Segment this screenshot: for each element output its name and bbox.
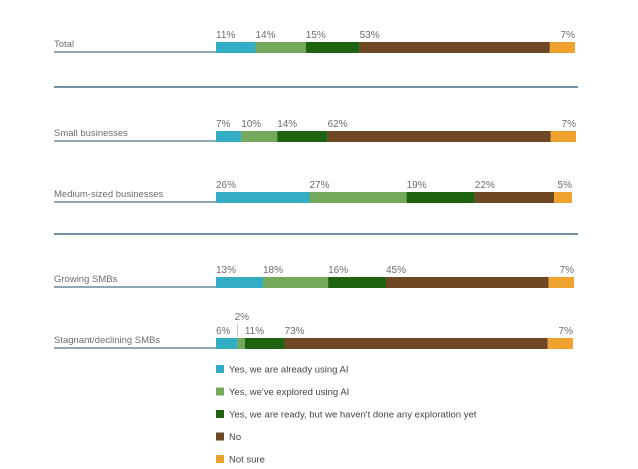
category-label: Growing SMBs <box>54 274 118 285</box>
data-label: 73% <box>285 326 305 337</box>
bar-segment-no <box>327 131 551 142</box>
bar-segment-yes-we-ve-explored-using-ai <box>309 192 407 203</box>
legend-swatch <box>216 410 224 418</box>
bar-segment-no <box>359 42 550 53</box>
data-label: 18% <box>263 265 283 276</box>
bar-segment-not-sure <box>548 277 574 288</box>
chart-rows: Total 11% 14% 15% 53% 7% Small businesses 7% 10%… <box>54 30 576 349</box>
legend-label: Yes, we are already using AI <box>229 365 349 376</box>
bar-segment-not-sure <box>550 131 576 142</box>
legend-label: Yes, we are ready, but we haven't done a… <box>229 410 477 421</box>
data-label: 27% <box>309 180 329 191</box>
legend-item-yes-we-are-already-using-ai: Yes, we are already using AI <box>216 365 349 376</box>
bar-segment-yes-we-are-already-using-ai <box>216 192 310 203</box>
legend-swatch <box>216 455 224 463</box>
data-label: 13% <box>216 265 236 276</box>
bar-segment-yes-we-are-already-using-ai <box>216 42 256 53</box>
data-label: 5% <box>558 180 573 191</box>
legend-label: No <box>229 432 241 443</box>
data-label: 7% <box>560 265 575 276</box>
data-label: 19% <box>407 180 427 191</box>
data-label: 16% <box>328 265 348 276</box>
data-label: 11% <box>216 30 235 41</box>
bar-segment-no <box>474 192 555 203</box>
data-label: 15% <box>306 30 326 41</box>
data-label: 45% <box>386 265 406 276</box>
data-label: 26% <box>216 180 236 191</box>
bar-segment-yes-we-ve-explored-using-ai <box>237 338 245 349</box>
data-label: 6% <box>216 326 231 337</box>
bar-segment-yes-we-are-ready-but-we-haven-t-done-any-exploration-yet <box>277 131 328 142</box>
legend-swatch <box>216 387 224 396</box>
bar-segment-yes-we-ve-explored-using-ai <box>255 42 306 53</box>
legend-label: Not sure <box>229 455 265 466</box>
data-label: 7% <box>216 119 231 130</box>
legend-item-no: No <box>216 432 241 443</box>
data-label: 11% <box>245 326 264 337</box>
data-label: 22% <box>475 180 495 191</box>
data-label: 14% <box>255 30 275 41</box>
row-small-businesses: Small businesses 7% 10% 14% 62% 7% <box>54 119 576 142</box>
bar-segment-no <box>385 277 549 288</box>
bar-segment-not-sure <box>554 192 572 203</box>
row-medium-sized-businesses: Medium-sized businesses 26% 27% 19% 22% 5% <box>54 180 572 203</box>
data-label: 7% <box>561 30 576 41</box>
data-label: 14% <box>277 119 297 130</box>
section-dividers <box>54 86 578 235</box>
legend-label: Yes, we've explored using AI <box>229 387 349 398</box>
bar-segment-yes-we-are-ready-but-we-haven-t-done-any-exploration-yet <box>244 338 285 349</box>
bar-segment-yes-we-are-ready-but-we-haven-t-done-any-exploration-yet <box>305 42 360 53</box>
row-growing-smbs: Growing SMBs 13% 18% 16% 45% 7% <box>54 265 574 288</box>
data-label: 62% <box>328 119 348 130</box>
bar-segment-yes-we-are-ready-but-we-haven-t-done-any-exploration-yet <box>406 192 475 203</box>
bar-segment-not-sure <box>547 338 573 349</box>
data-label: 10% <box>241 119 261 130</box>
category-label: Medium-sized businesses <box>54 189 164 200</box>
bar-segment-yes-we-are-already-using-ai <box>216 131 242 142</box>
bar-segment-no <box>284 338 548 349</box>
legend: Yes, we are already using AI Yes, we've e… <box>216 365 477 466</box>
bar-segment-not-sure <box>549 42 575 53</box>
row-stagnant-declining-smbs: Stagnant/declining SMBs 6% 2% 11% 73% 7% <box>54 312 573 349</box>
bar-segment-yes-we-are-ready-but-we-haven-t-done-any-exploration-yet <box>328 277 386 288</box>
data-label: 53% <box>360 30 380 41</box>
row-total: Total 11% 14% 15% 53% 7% <box>54 30 575 53</box>
data-label: 7% <box>562 119 577 130</box>
legend-swatch <box>216 432 224 441</box>
legend-swatch <box>216 365 224 373</box>
legend-item-not-sure: Not sure <box>216 455 265 466</box>
bar-segment-yes-we-are-already-using-ai <box>216 277 264 288</box>
bar-segment-yes-we-are-already-using-ai <box>216 338 238 349</box>
category-label: Total <box>54 39 74 50</box>
data-label: 7% <box>559 326 574 337</box>
category-label: Small businesses <box>54 128 128 139</box>
bar-segment-yes-we-ve-explored-using-ai <box>263 277 329 288</box>
legend-item-yes-we-are-ready-but-we-haven-t-done-any-exploration-yet: Yes, we are ready, but we haven't done a… <box>216 410 477 421</box>
category-label: Stagnant/declining SMBs <box>54 335 160 346</box>
bar-segment-yes-we-ve-explored-using-ai <box>241 131 278 142</box>
legend-item-yes-we-ve-explored-using-ai: Yes, we've explored using AI <box>216 387 349 398</box>
data-label: 2% <box>235 312 250 323</box>
